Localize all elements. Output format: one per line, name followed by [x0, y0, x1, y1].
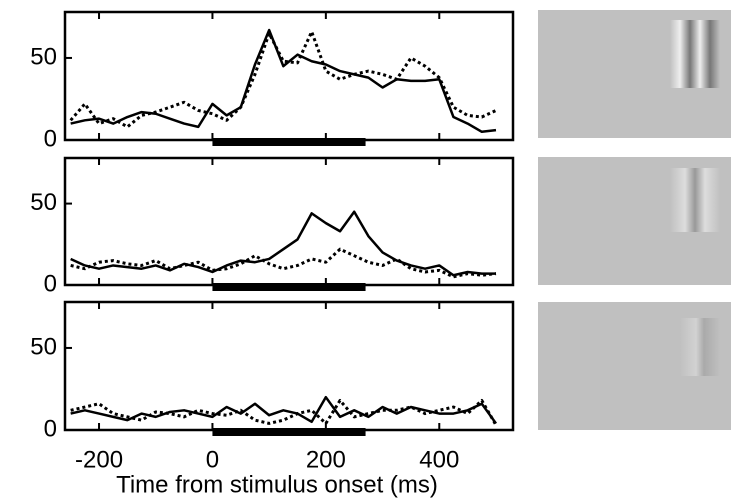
- x-tick-label: 0: [206, 446, 219, 473]
- line: [70, 398, 498, 426]
- x-axis-label: Time from stimulus onset (ms): [116, 471, 438, 498]
- y-tick-label: 0: [44, 270, 57, 297]
- x-tick-label: 200: [306, 446, 346, 473]
- y-tick-label: 0: [44, 415, 57, 442]
- x-tick-label: 400: [419, 446, 459, 473]
- stimulus-bar: [212, 283, 366, 291]
- gabor-patch: [670, 20, 720, 88]
- x-tick-label: -200: [75, 446, 123, 473]
- gabor-patch: [670, 168, 720, 232]
- y-tick-label: 50: [30, 43, 57, 70]
- plot-frame: [63, 156, 515, 287]
- line: [70, 247, 497, 279]
- line: [70, 28, 497, 134]
- line: [70, 395, 498, 425]
- gabor-patch: [680, 318, 720, 376]
- stimulus-bar: [212, 138, 366, 146]
- y-tick-label: 0: [44, 125, 57, 152]
- y-tick-label: 50: [30, 333, 57, 360]
- y-tick-label: 50: [30, 189, 57, 216]
- line: [69, 30, 497, 129]
- line: [70, 210, 496, 277]
- stimulus-bar: [212, 428, 366, 436]
- plot-frame: [63, 10, 515, 142]
